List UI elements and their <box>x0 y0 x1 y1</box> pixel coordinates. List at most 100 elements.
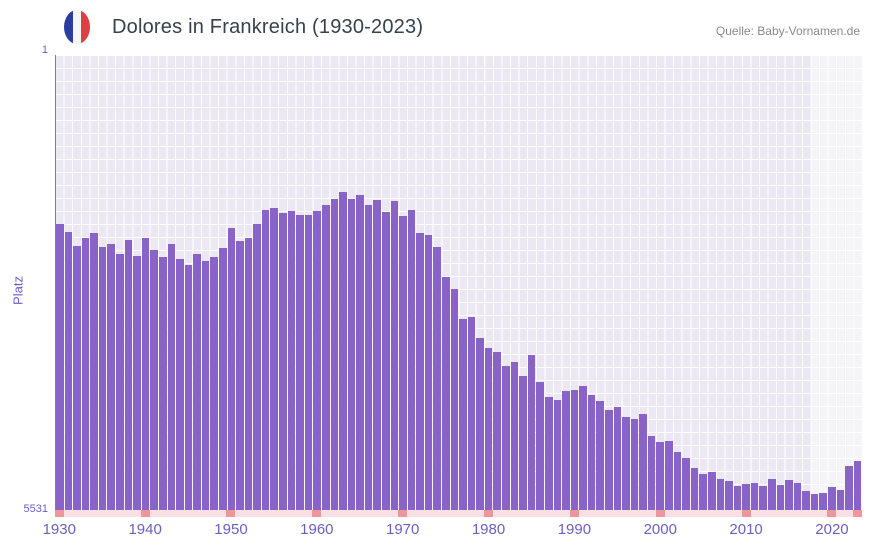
bar-1946[interactable] <box>193 254 201 510</box>
bar-1983[interactable] <box>510 361 519 510</box>
bar-1936[interactable] <box>107 244 116 510</box>
bar-1938[interactable] <box>124 240 133 510</box>
bar-1937[interactable] <box>116 254 124 510</box>
bar-2010[interactable] <box>742 484 750 510</box>
bar-1999[interactable] <box>647 435 656 510</box>
bar-1959[interactable] <box>304 214 313 510</box>
bar-1958[interactable] <box>296 215 304 510</box>
bar-1967[interactable] <box>373 199 381 510</box>
bar-2015[interactable] <box>785 480 793 510</box>
bar-1956[interactable] <box>279 212 287 510</box>
bar-2014[interactable] <box>776 485 785 510</box>
bar-2006[interactable] <box>707 472 716 510</box>
bar-1980[interactable] <box>484 347 493 510</box>
bar-1941[interactable] <box>150 249 158 510</box>
bar-1975[interactable] <box>442 277 450 510</box>
bar-2012[interactable] <box>759 486 767 510</box>
bar-1940[interactable] <box>141 238 150 510</box>
bar-1991[interactable] <box>579 385 587 510</box>
x-tick-marker <box>484 510 494 517</box>
bar-1990[interactable] <box>570 389 579 510</box>
bar-1948[interactable] <box>210 257 218 510</box>
bar-1942[interactable] <box>158 256 167 510</box>
bar-1970[interactable] <box>399 216 407 510</box>
bar-1962[interactable] <box>330 198 339 510</box>
bar-1951[interactable] <box>236 240 244 510</box>
bar-2013[interactable] <box>767 479 776 510</box>
bar-2017[interactable] <box>802 490 810 510</box>
bar-1934[interactable] <box>90 233 98 510</box>
bar-1984[interactable] <box>519 375 527 510</box>
bar-2007[interactable] <box>716 478 725 510</box>
bar-1969[interactable] <box>390 201 399 510</box>
bar-1973[interactable] <box>424 235 433 510</box>
bar-2011[interactable] <box>750 482 759 510</box>
bar-1965[interactable] <box>356 194 364 510</box>
bar-1985[interactable] <box>527 355 536 510</box>
bar-1953[interactable] <box>253 224 261 510</box>
bar-2002[interactable] <box>673 451 682 510</box>
bar-1961[interactable] <box>321 204 330 510</box>
bar-1981[interactable] <box>493 351 502 510</box>
bar-1950[interactable] <box>227 227 236 510</box>
bar-1998[interactable] <box>639 413 647 510</box>
bar-1949[interactable] <box>218 248 227 510</box>
bar-1935[interactable] <box>98 246 107 510</box>
bar-1939[interactable] <box>133 255 141 510</box>
bar-1988[interactable] <box>553 399 562 510</box>
bar-1995[interactable] <box>613 407 622 510</box>
bar-1976[interactable] <box>450 289 459 510</box>
bar-2000[interactable] <box>656 442 665 510</box>
x-tick-marker <box>398 510 408 517</box>
bar-2021[interactable] <box>836 490 845 510</box>
bar-1982[interactable] <box>502 365 510 510</box>
bar-1993[interactable] <box>596 401 604 510</box>
source-credit-link[interactable]: Quelle: Baby-Vornamen.de <box>715 24 860 38</box>
bar-1954[interactable] <box>261 209 270 510</box>
bar-1997[interactable] <box>630 419 639 510</box>
bar-1986[interactable] <box>536 382 544 510</box>
bar-1966[interactable] <box>364 205 373 510</box>
bar-1968[interactable] <box>381 212 390 510</box>
bar-2020[interactable] <box>828 486 836 510</box>
bar-1963[interactable] <box>339 192 347 510</box>
bar-1987[interactable] <box>544 397 553 510</box>
bar-1964[interactable] <box>347 198 356 510</box>
x-tick-label: 1950 <box>214 521 248 538</box>
bar-1957[interactable] <box>287 211 296 510</box>
bar-2022[interactable] <box>845 466 853 510</box>
bar-1996[interactable] <box>622 416 630 510</box>
bar-1955[interactable] <box>270 207 279 510</box>
x-tick-marker <box>569 510 579 517</box>
bar-1952[interactable] <box>244 238 253 510</box>
france-flag-icon <box>64 10 90 44</box>
bar-1947[interactable] <box>201 260 210 510</box>
bar-2016[interactable] <box>793 482 802 510</box>
bar-1960[interactable] <box>313 211 321 510</box>
bar-1992[interactable] <box>587 394 596 510</box>
bar-1930[interactable] <box>56 223 64 510</box>
bar-2019[interactable] <box>819 492 828 510</box>
bar-1933[interactable] <box>81 238 90 510</box>
bar-1972[interactable] <box>416 232 424 510</box>
bar-1943[interactable] <box>167 244 176 510</box>
bar-1989[interactable] <box>562 391 570 510</box>
bar-2023[interactable] <box>853 461 862 510</box>
bar-2004[interactable] <box>690 467 699 510</box>
bar-2018[interactable] <box>810 494 819 510</box>
bar-2008[interactable] <box>725 481 733 510</box>
bar-2001[interactable] <box>665 440 673 510</box>
bar-1931[interactable] <box>64 231 73 510</box>
bar-1977[interactable] <box>459 319 467 510</box>
bar-2009[interactable] <box>733 486 742 510</box>
bar-1994[interactable] <box>605 409 613 510</box>
bar-1979[interactable] <box>476 337 484 510</box>
bar-1944[interactable] <box>176 258 184 510</box>
bar-2005[interactable] <box>699 473 707 510</box>
bar-2003[interactable] <box>682 458 690 510</box>
bar-1978[interactable] <box>467 316 476 510</box>
bar-1945[interactable] <box>184 264 193 510</box>
bar-1971[interactable] <box>407 209 416 510</box>
bar-1974[interactable] <box>433 246 442 510</box>
bar-1932[interactable] <box>73 245 81 510</box>
